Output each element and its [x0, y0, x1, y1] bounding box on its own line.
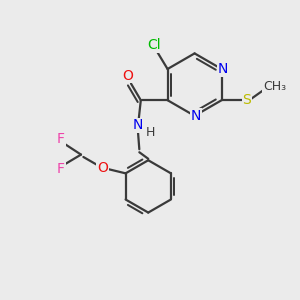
Text: N: N	[218, 62, 228, 76]
Text: Cl: Cl	[147, 38, 161, 52]
Text: N: N	[191, 109, 201, 123]
Text: N: N	[133, 118, 143, 133]
Text: S: S	[242, 93, 251, 107]
Text: O: O	[97, 161, 108, 175]
Text: CH₃: CH₃	[263, 80, 286, 93]
Text: H: H	[146, 125, 155, 139]
Text: F: F	[57, 132, 65, 145]
Text: F: F	[57, 163, 65, 176]
Text: O: O	[123, 68, 134, 83]
